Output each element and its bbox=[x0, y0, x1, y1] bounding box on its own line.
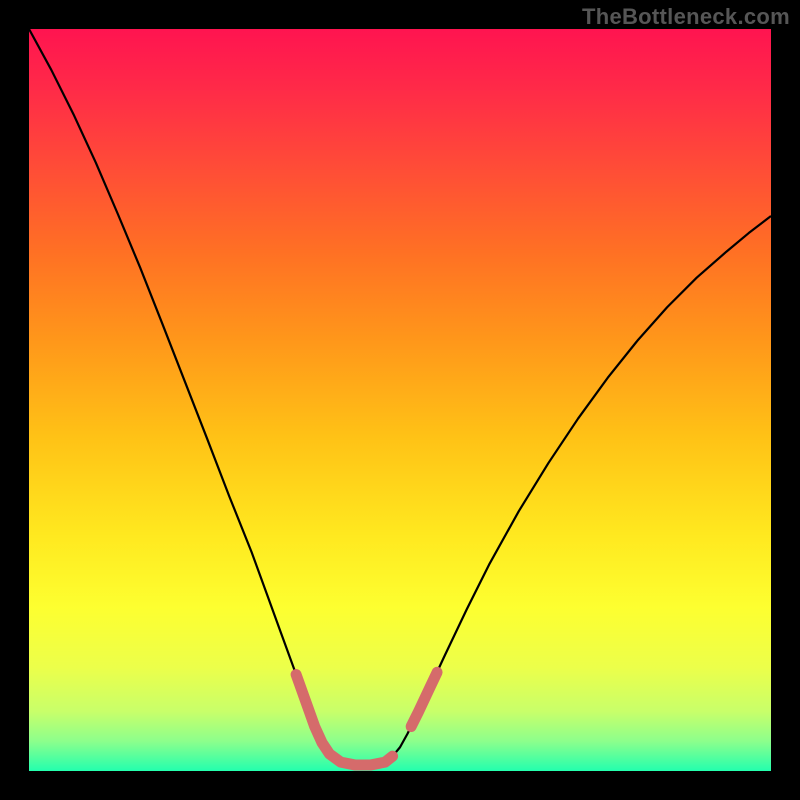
watermark-label: TheBottleneck.com bbox=[582, 4, 790, 30]
chart-frame: TheBottleneck.com bbox=[0, 0, 800, 800]
chart-svg bbox=[29, 29, 771, 771]
gradient-background bbox=[29, 29, 771, 771]
plot-area bbox=[29, 29, 771, 771]
